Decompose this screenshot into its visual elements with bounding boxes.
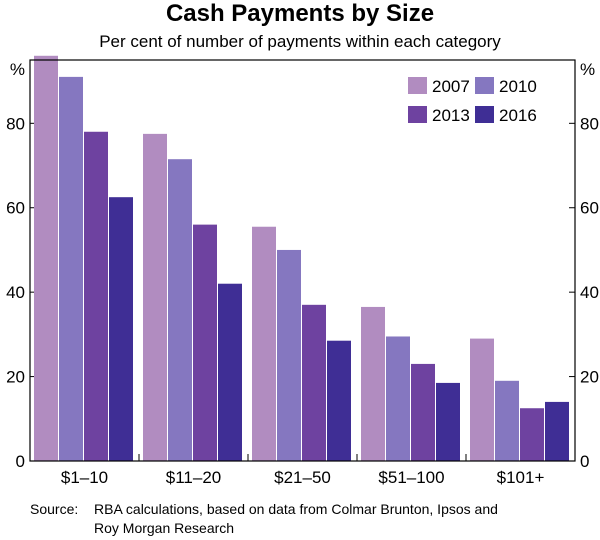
x-tick-label: $101+ [497, 468, 545, 487]
bar-2007 [470, 338, 494, 461]
bar-2016 [545, 401, 569, 461]
x-tick-label: $21–50 [274, 468, 331, 487]
chart-subtitle: Per cent of number of payments within ea… [99, 32, 501, 51]
y-tick-label-right: 0 [580, 452, 589, 471]
x-tick-label: $11–20 [166, 468, 221, 487]
bar-2013 [84, 131, 108, 462]
y-axis-unit-left: % [10, 60, 25, 79]
y-tick-label-left: 20 [6, 368, 25, 387]
bar-2013 [520, 408, 544, 461]
bar-2016 [436, 382, 460, 461]
legend-label-2007: 2007 [432, 77, 470, 96]
legend-swatch-2013 [408, 106, 427, 123]
bar-2010 [386, 336, 410, 461]
plot-frame [29, 59, 576, 462]
bar-2010 [59, 76, 83, 461]
x-tick-label: $1–10 [61, 468, 108, 487]
source-text: RBA calculations, based on data from Col… [94, 501, 498, 536]
bar-2010 [495, 380, 519, 461]
legend-label-2016: 2016 [499, 106, 537, 125]
bar-2016 [327, 340, 351, 461]
bar-2007 [252, 226, 276, 461]
bar-2016 [218, 283, 242, 461]
bar-2013 [411, 363, 435, 461]
y-tick-label-right: 60 [580, 199, 599, 218]
bar-2013 [193, 224, 217, 461]
y-tick-label-left: 0 [16, 452, 25, 471]
bar-2010 [168, 159, 192, 461]
legend-swatch-2016 [475, 106, 494, 123]
bar-2007 [143, 133, 167, 462]
y-tick-label-right: 40 [580, 283, 599, 302]
legend-swatch-2007 [408, 77, 427, 94]
x-tick-label: $51–100 [378, 468, 444, 487]
y-tick-label-left: 60 [6, 199, 25, 218]
y-tick-label-right: 20 [580, 368, 599, 387]
bar-2013 [302, 304, 326, 461]
legend-swatch-2010 [475, 77, 494, 94]
y-axis-unit-right: % [580, 60, 595, 79]
source-label: Source: [30, 501, 79, 517]
bar-2016 [109, 197, 133, 461]
legend-label-2013: 2013 [432, 106, 470, 125]
bar-2007 [361, 306, 385, 461]
y-tick-label-right: 80 [580, 114, 599, 133]
bar-2007 [34, 55, 58, 462]
y-tick-label-left: 80 [6, 114, 25, 133]
bar-2010 [277, 249, 301, 461]
legend-label-2010: 2010 [499, 77, 537, 96]
y-tick-label-left: 40 [6, 283, 25, 302]
chart-title: Cash Payments by Size [165, 0, 435, 27]
